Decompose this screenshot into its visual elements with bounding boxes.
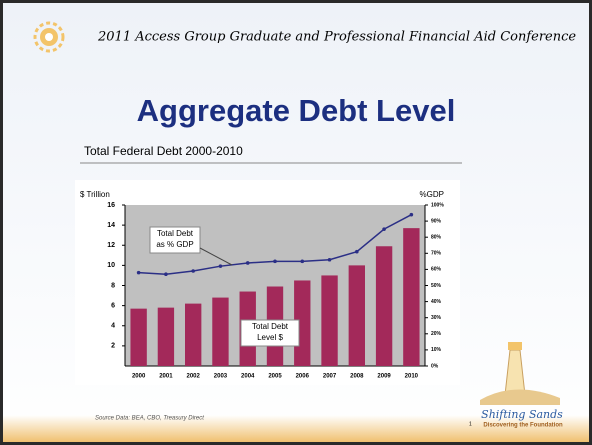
line-marker [245, 261, 250, 265]
line-marker [136, 270, 141, 275]
bar [321, 275, 338, 366]
y2-tick-label: 100% [431, 202, 444, 208]
y-tick-label: 16 [107, 202, 115, 209]
slide-title: Aggregate Debt Level [137, 93, 456, 128]
x-tick-label: 2003 [214, 374, 228, 380]
y2-tick-label: 10% [431, 347, 442, 353]
line-marker [382, 227, 386, 231]
line-marker [355, 249, 359, 254]
y-tick-label: 2 [111, 343, 115, 350]
y2-tick-label: 70% [431, 251, 442, 257]
line-marker [218, 264, 223, 268]
x-tick-label: 2010 [405, 374, 419, 380]
line-marker [164, 272, 168, 277]
logo-text: Shifting Sands [481, 408, 563, 421]
x-tick-label: 2008 [350, 374, 364, 380]
y2-tick-label: 80% [431, 235, 442, 241]
page-number: 1 [469, 421, 472, 427]
x-tick-label: 2002 [187, 374, 201, 380]
y-axis-label: $ Trillion [80, 190, 110, 199]
bar [185, 303, 202, 366]
x-tick-label: 2005 [268, 374, 282, 380]
y2-tick-label: 90% [431, 218, 442, 224]
y-tick-label: 6 [111, 302, 115, 309]
bar [130, 308, 147, 366]
annotation-leader [199, 247, 233, 266]
annotation: Total Debt [157, 229, 194, 238]
line-marker [191, 269, 195, 273]
annotation: Total Debt [252, 322, 289, 331]
y2-tick-label: 60% [431, 267, 442, 273]
bar [403, 228, 420, 366]
y-tick-label: 14 [107, 222, 115, 229]
x-tick-label: 2004 [241, 374, 255, 380]
logo-subtext: Discovering the Foundation [483, 423, 563, 429]
source: Source Data: BEA, CBO, Treasury Direct [95, 416, 204, 422]
x-tick-label: 2007 [323, 374, 337, 380]
bar [375, 246, 393, 366]
annotation: Level $ [257, 333, 283, 342]
y-tick-label: 12 [107, 242, 115, 249]
y2-tick-label: 40% [431, 299, 442, 305]
bar [157, 307, 175, 366]
sun-icon [33, 21, 65, 53]
line-marker [409, 212, 414, 217]
footer-band [3, 415, 589, 442]
annotation-box [149, 226, 201, 254]
chart-title: Total Federal Debt 2000-2010 [84, 144, 243, 158]
x-tick-label: 2000 [132, 374, 146, 380]
x-tick-label: 2009 [377, 374, 391, 380]
x-tick-label: 2006 [296, 374, 310, 380]
y2-axis-label: %GDP [420, 190, 444, 199]
y2-tick-label: 20% [431, 331, 442, 337]
bar [348, 265, 365, 366]
y2-tick-label: 0% [431, 363, 439, 369]
line-marker [300, 259, 305, 264]
y-tick-label: 10 [107, 262, 115, 269]
y2-tick-label: 50% [431, 283, 442, 289]
header: 2011 Access Group Graduate and Professio… [97, 30, 576, 45]
lighthouse-logo [480, 342, 560, 405]
x-tick-label: 2001 [159, 374, 173, 380]
y-tick-label: 4 [111, 323, 115, 330]
line-marker [327, 257, 332, 262]
annotation-box [240, 319, 300, 347]
line-marker [273, 259, 277, 264]
bar [212, 297, 229, 366]
annotation: as % GDP [156, 240, 193, 249]
y-tick-label: 8 [111, 282, 115, 289]
y2-tick-label: 30% [431, 315, 442, 321]
